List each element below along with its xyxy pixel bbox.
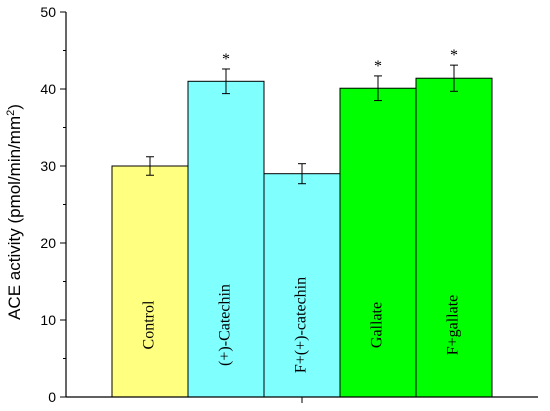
y-tick-label: 10 [40, 312, 56, 328]
bar [263, 173, 341, 398]
bar [111, 165, 189, 398]
significance-marker: * [222, 51, 230, 68]
y-tick-label: 40 [40, 81, 56, 97]
bar [339, 87, 417, 398]
bar [415, 77, 493, 398]
y-tick-label: 20 [40, 235, 56, 251]
y-tick-label: 30 [40, 158, 56, 174]
y-axis-title-close: ) [5, 104, 24, 110]
bar-category-label: Gallate [369, 302, 386, 348]
y-tick-label: 50 [40, 4, 56, 20]
y-axis-title-text: ACE activity (pmol/min/mm [5, 116, 24, 320]
axes-layer: 0 10 20 30 40 50 [40, 4, 538, 405]
y-axis-title-superscript: 2 [5, 110, 17, 116]
bar [187, 80, 265, 398]
significance-marker: * [374, 58, 382, 75]
y-tick-label: 0 [48, 389, 56, 405]
significance-marker: * [450, 47, 458, 64]
bar-category-label: (+)-Catechin [217, 284, 234, 366]
y-axis-title: ACE activity (pmol/min/mm2) [5, 104, 24, 320]
bar-category-label: F+(+)-catechin [293, 277, 310, 373]
svg-text:ACE activity (pmol/min/mm2): ACE activity (pmol/min/mm2) [5, 104, 24, 320]
bars-layer: Control * (+)-Catechin F+(+)-catechin * Galla… [111, 47, 493, 398]
bar-category-label: Control [141, 300, 158, 349]
bar-category-label: F+gallate [445, 295, 462, 356]
